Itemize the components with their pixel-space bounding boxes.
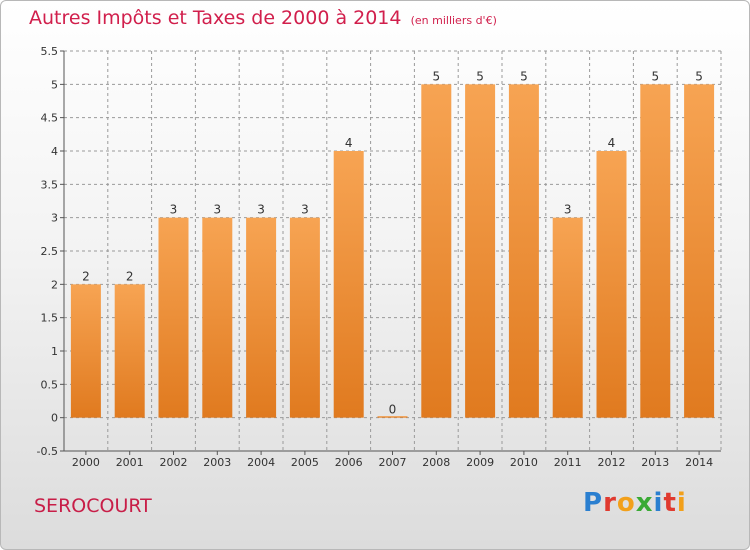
logo-letter: t bbox=[663, 488, 677, 518]
logo-letter: r bbox=[603, 488, 617, 518]
bar-value-label: 3 bbox=[213, 203, 221, 217]
x-tick-label: 2008 bbox=[422, 456, 450, 469]
bar bbox=[246, 217, 277, 418]
bar-value-label: 5 bbox=[651, 69, 659, 83]
bar-value-label: 3 bbox=[564, 203, 572, 217]
x-tick-label: 2006 bbox=[335, 456, 363, 469]
x-tick-label: 2000 bbox=[72, 456, 100, 469]
proxiti-logo: Proxiti bbox=[583, 488, 687, 518]
bar-value-label: 3 bbox=[301, 203, 309, 217]
y-tick-label: 0.5 bbox=[41, 378, 59, 391]
bar-value-label: 5 bbox=[476, 69, 484, 83]
bar bbox=[202, 217, 233, 418]
chart-title-main: Autres Impôts et Taxes de 2000 à 2014 bbox=[29, 7, 402, 29]
chart-title: Autres Impôts et Taxes de 2000 à 2014 (e… bbox=[29, 7, 497, 29]
x-tick-label: 2011 bbox=[554, 456, 582, 469]
y-tick-label: 1 bbox=[51, 345, 58, 358]
logo-letter: i bbox=[676, 488, 687, 518]
y-tick-label: 0 bbox=[51, 412, 58, 425]
bar-value-label: 4 bbox=[608, 136, 616, 150]
x-tick-label: 2005 bbox=[291, 456, 319, 469]
x-tick-label: 2002 bbox=[160, 456, 188, 469]
logo-letter: x bbox=[635, 488, 654, 518]
y-tick-label: 5 bbox=[51, 78, 58, 91]
bar bbox=[596, 151, 627, 418]
x-tick-label: 2012 bbox=[598, 456, 626, 469]
bar-value-label: 3 bbox=[257, 203, 265, 217]
logo-letter: P bbox=[583, 488, 604, 518]
bar bbox=[508, 84, 539, 418]
y-tick-label: 3.5 bbox=[41, 178, 59, 191]
bar bbox=[465, 84, 496, 418]
bar-value-label: 5 bbox=[520, 69, 528, 83]
x-tick-label: 2010 bbox=[510, 456, 538, 469]
x-tick-label: 2013 bbox=[641, 456, 669, 469]
y-tick-label: 4.5 bbox=[41, 112, 59, 125]
x-tick-label: 2007 bbox=[379, 456, 407, 469]
commune-name: SEROCOURT bbox=[34, 495, 152, 517]
x-tick-label: 2014 bbox=[685, 456, 713, 469]
y-tick-label: 1.5 bbox=[41, 312, 59, 325]
y-tick-label: 4 bbox=[51, 145, 58, 158]
x-tick-label: 2009 bbox=[466, 456, 494, 469]
bar-value-label: 5 bbox=[695, 69, 703, 83]
bar bbox=[377, 416, 408, 418]
chart-subtitle: (en milliers d'€) bbox=[410, 14, 497, 27]
bar bbox=[158, 217, 189, 418]
bar bbox=[552, 217, 583, 418]
bar-value-label: 2 bbox=[126, 269, 134, 283]
y-tick-label: -0.5 bbox=[37, 445, 58, 458]
y-tick-label: 5.5 bbox=[41, 45, 59, 58]
bar-value-label: 0 bbox=[389, 403, 397, 417]
y-tick-label: 2 bbox=[51, 278, 58, 291]
x-tick-label: 2003 bbox=[203, 456, 231, 469]
y-tick-label: 2.5 bbox=[41, 245, 59, 258]
bar-value-label: 5 bbox=[432, 69, 440, 83]
bar bbox=[289, 217, 320, 418]
bar-value-label: 3 bbox=[170, 203, 178, 217]
bar bbox=[333, 151, 364, 418]
bar bbox=[114, 284, 145, 418]
logo-letter: i bbox=[653, 488, 664, 518]
y-tick-label: 3 bbox=[51, 212, 58, 225]
x-tick-label: 2001 bbox=[116, 456, 144, 469]
bar-value-label: 2 bbox=[82, 269, 90, 283]
bar bbox=[684, 84, 715, 418]
bar bbox=[640, 84, 671, 418]
x-tick-label: 2004 bbox=[247, 456, 275, 469]
logo-letter: o bbox=[616, 488, 636, 518]
bar bbox=[70, 284, 101, 418]
bar bbox=[421, 84, 452, 418]
bar-value-label: 4 bbox=[345, 136, 353, 150]
